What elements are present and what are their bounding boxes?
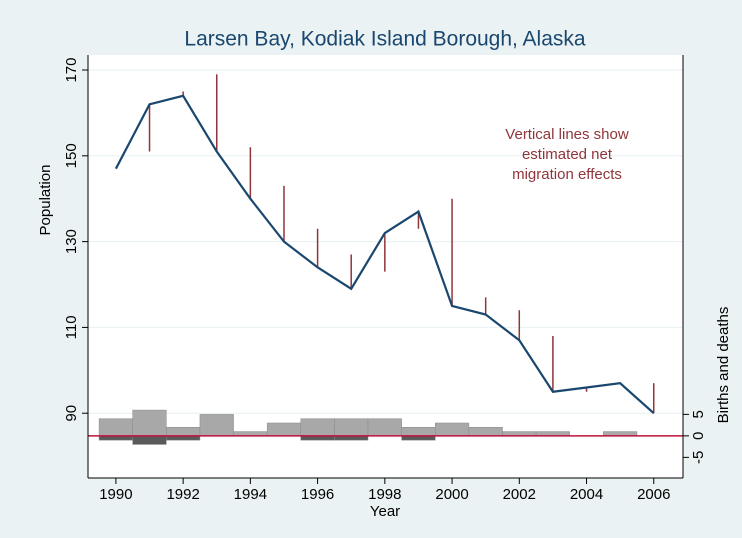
bar xyxy=(166,427,201,437)
bar xyxy=(132,409,167,437)
bar xyxy=(435,422,470,437)
bar xyxy=(334,418,369,437)
bar xyxy=(266,422,302,437)
x-tick-label: 1990 xyxy=(99,486,132,503)
x-axis-label: Year xyxy=(370,503,400,520)
x-tick-label: 1992 xyxy=(166,486,199,503)
y-tick-label: 170 xyxy=(63,57,80,82)
population-line xyxy=(114,94,655,415)
x-tick-label: 1998 xyxy=(368,486,401,503)
x-tick-label: 1994 xyxy=(234,486,267,503)
y2-tick-label: 0 xyxy=(690,432,707,440)
bar xyxy=(132,435,167,445)
y-tick-label: 150 xyxy=(63,143,80,168)
y2-tick-label: 5 xyxy=(690,410,707,418)
bar xyxy=(98,418,133,437)
x-tick-label: 1996 xyxy=(301,486,334,503)
bar xyxy=(401,427,436,437)
annotation: migration effects xyxy=(512,166,622,183)
y-tick-label: 90 xyxy=(63,405,80,422)
bar xyxy=(367,418,402,437)
bar xyxy=(468,427,503,437)
x-tick-label: 2006 xyxy=(637,486,670,503)
annotation: estimated net xyxy=(522,146,613,163)
y-axis-label: Population xyxy=(37,165,54,236)
x-tick-label: 2004 xyxy=(570,486,603,503)
bar xyxy=(199,414,234,437)
chart-title: Larsen Bay, Kodiak Island Borough, Alask… xyxy=(184,28,586,51)
y2-axis-label: Births and deaths xyxy=(715,307,732,424)
y-tick-label: 110 xyxy=(63,315,80,339)
bar xyxy=(300,418,335,437)
x-tick-label: 2000 xyxy=(435,486,468,503)
x-tick-label: 2002 xyxy=(503,486,536,503)
annotation: Vertical lines show xyxy=(505,126,629,143)
y2-tick-label: -5 xyxy=(690,451,707,464)
y-tick-label: 130 xyxy=(63,229,80,254)
